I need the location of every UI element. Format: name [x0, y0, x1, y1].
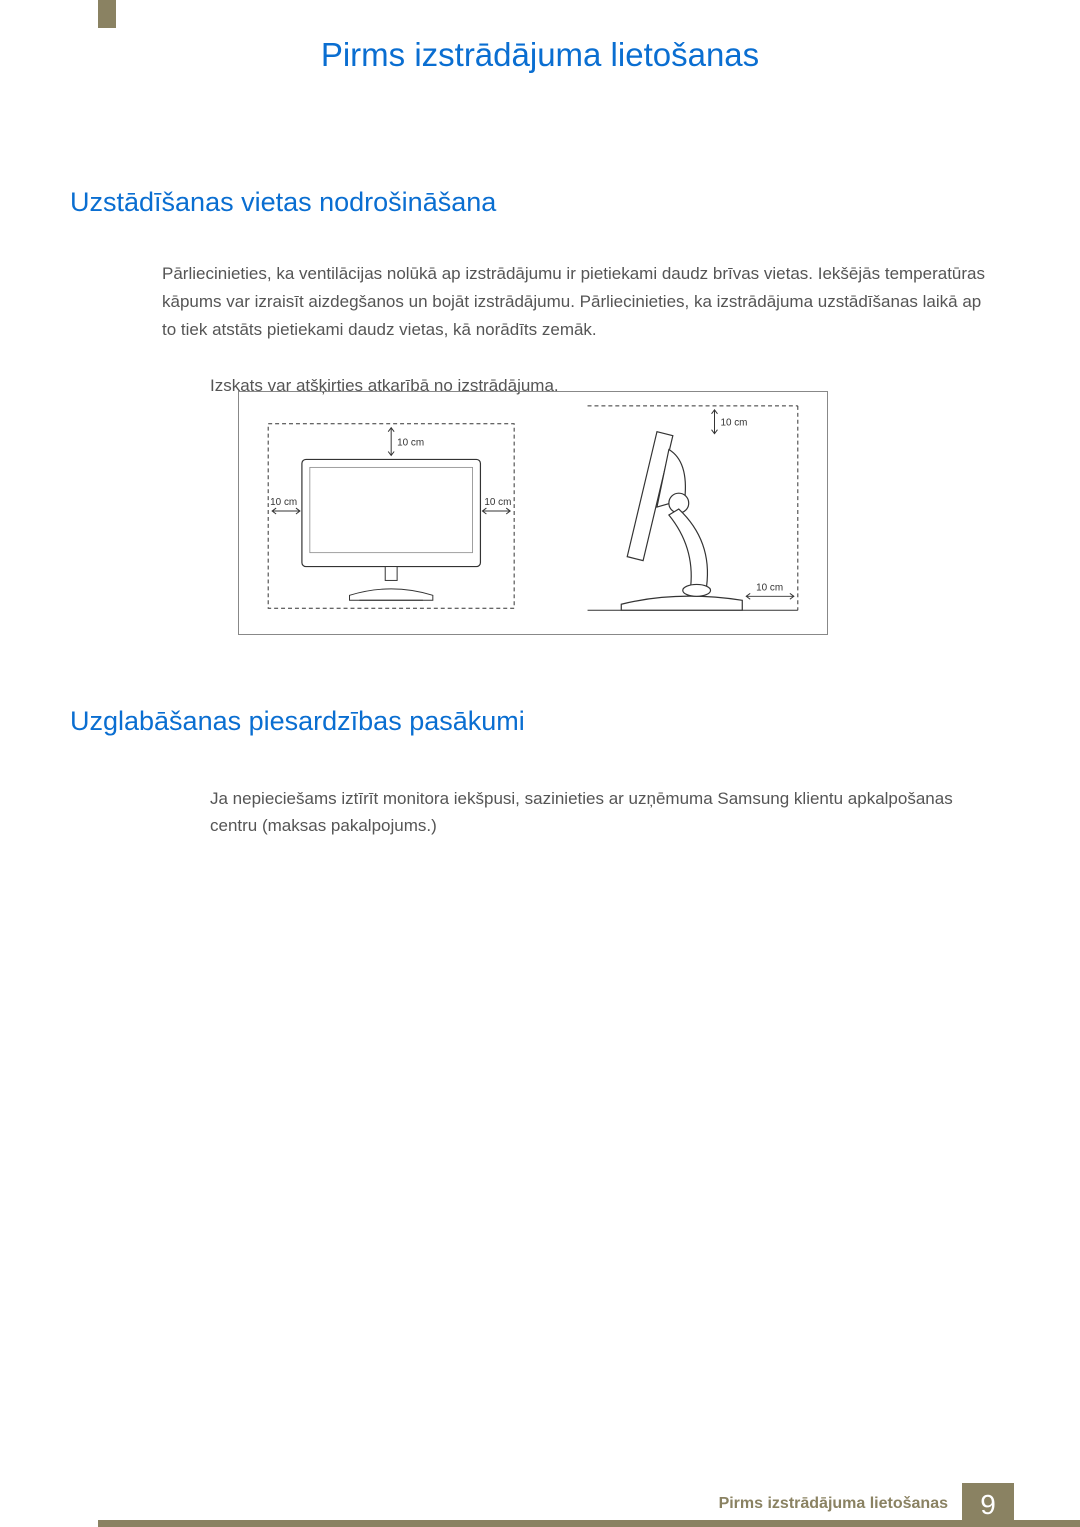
- section-installation-space: Uzstādīšanas vietas nodrošināšana Pārlie…: [0, 187, 1080, 399]
- section-body: Pārliecinieties, ka ventilācijas nolūkā …: [162, 260, 990, 344]
- dim-label-right: 10 cm: [484, 497, 511, 508]
- page-title: Pirms izstrādājuma lietošanas: [0, 36, 1080, 74]
- dim-label-side-top: 10 cm: [720, 418, 747, 429]
- dim-label-side-rear: 10 cm: [756, 582, 783, 593]
- dim-label-left: 10 cm: [270, 497, 297, 508]
- section-heading: Uzstādīšanas vietas nodrošināšana: [70, 187, 1080, 218]
- clearance-diagram: 10 cm 10 cm 10 cm: [238, 391, 828, 635]
- page-footer: Pirms izstrādājuma lietošanas 9: [0, 1483, 1080, 1527]
- monitor-clearance-svg: 10 cm 10 cm 10 cm: [239, 392, 827, 634]
- section-note: Ja nepieciešams iztīrīt monitora iekšpus…: [210, 785, 990, 839]
- section-storage-precautions: Uzglabāšanas piesardzības pasākumi Ja ne…: [0, 706, 1080, 839]
- dim-label-top: 10 cm: [397, 438, 424, 449]
- section-heading: Uzglabāšanas piesardzības pasākumi: [70, 706, 1080, 737]
- footer-chapter-title: Pirms izstrādājuma lietošanas: [719, 1495, 948, 1513]
- footer-accent-bar: [98, 1520, 1080, 1527]
- top-accent-bar: [98, 0, 116, 28]
